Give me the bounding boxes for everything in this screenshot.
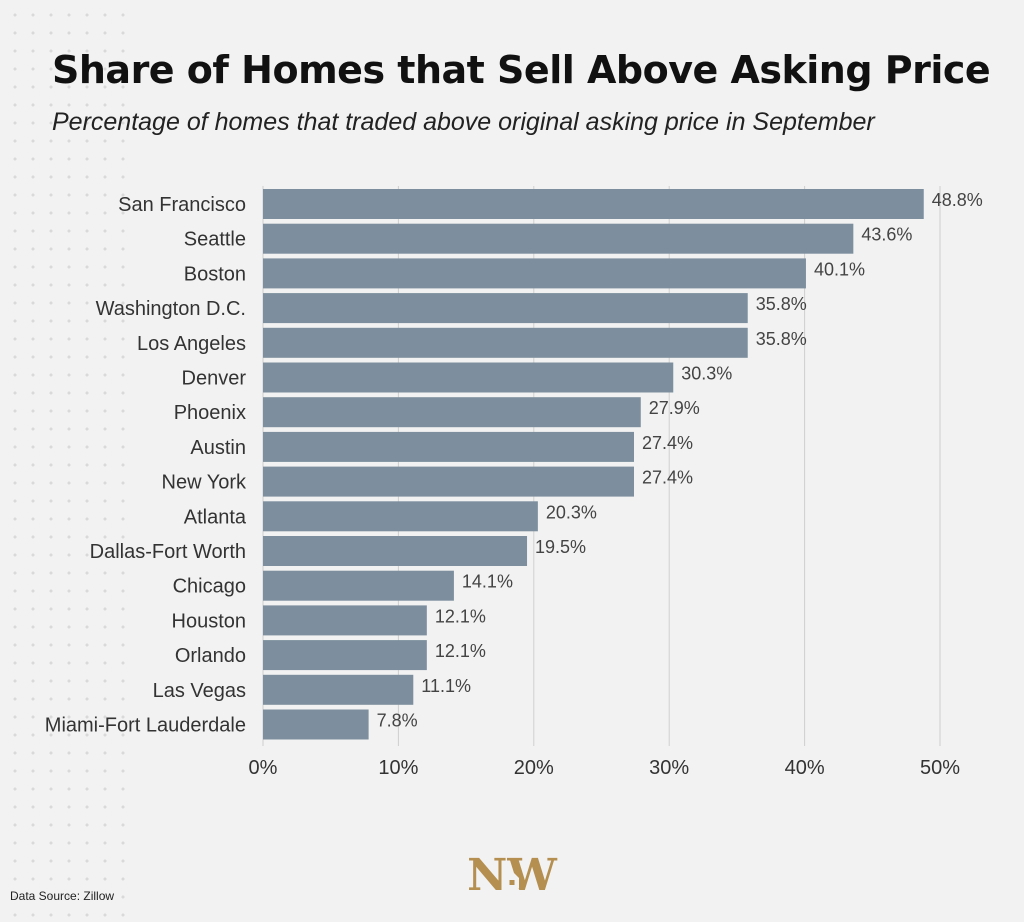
category-label: New York bbox=[162, 472, 247, 494]
value-label: 11.1% bbox=[421, 676, 471, 696]
value-label: 12.1% bbox=[435, 606, 486, 626]
category-label: Los Angeles bbox=[137, 333, 246, 355]
x-tick-label: 20% bbox=[514, 757, 554, 779]
category-label: Boston bbox=[184, 263, 246, 285]
value-label: 14.1% bbox=[462, 572, 513, 592]
value-label: 7.8% bbox=[377, 711, 418, 731]
category-label: Dallas-Fort Worth bbox=[90, 541, 246, 563]
bar bbox=[263, 709, 369, 740]
chart-title: Share of Homes that Sell Above Asking Pr… bbox=[52, 48, 991, 92]
bar bbox=[263, 189, 924, 219]
value-label: 40.1% bbox=[814, 259, 865, 279]
category-label: Chicago bbox=[173, 576, 246, 598]
bar bbox=[263, 570, 454, 601]
value-label: 43.6% bbox=[861, 225, 912, 245]
data-source: Data Source: Zillow bbox=[10, 889, 115, 903]
category-label: Miami-Fort Lauderdale bbox=[45, 715, 246, 737]
x-tick-label: 10% bbox=[378, 757, 418, 779]
bar bbox=[263, 674, 414, 705]
value-label: 20.3% bbox=[546, 502, 597, 522]
bar bbox=[263, 536, 528, 566]
bar bbox=[263, 605, 427, 636]
category-label: Houston bbox=[172, 610, 247, 632]
category-label: Phoenix bbox=[174, 402, 246, 424]
category-label: Atlanta bbox=[184, 506, 247, 528]
value-label: 35.8% bbox=[756, 294, 807, 314]
nw-logo: NW bbox=[467, 850, 557, 898]
category-label: San Francisco bbox=[118, 194, 246, 216]
dot-pattern-decoration bbox=[0, 0, 130, 922]
house-icon bbox=[505, 871, 519, 888]
category-label: Las Vegas bbox=[153, 680, 246, 702]
bar bbox=[263, 223, 854, 254]
category-label: Orlando bbox=[175, 645, 246, 667]
x-tick-label: 40% bbox=[785, 757, 825, 779]
bar bbox=[263, 640, 427, 671]
bar bbox=[263, 258, 806, 289]
bar bbox=[263, 466, 634, 497]
value-label: 48.8% bbox=[932, 190, 983, 210]
value-label: 35.8% bbox=[756, 329, 807, 349]
bar bbox=[263, 431, 634, 462]
value-label: 27.4% bbox=[642, 433, 693, 453]
category-label: Washington D.C. bbox=[96, 298, 246, 320]
x-tick-label: 0% bbox=[249, 757, 278, 779]
value-label: 27.9% bbox=[649, 398, 700, 418]
chart-subtitle: Percentage of homes that traded above or… bbox=[52, 108, 875, 136]
value-label: 30.3% bbox=[681, 364, 732, 384]
bar bbox=[263, 293, 748, 324]
bar bbox=[263, 362, 674, 393]
category-label: Denver bbox=[182, 368, 247, 390]
value-label: 12.1% bbox=[435, 641, 486, 661]
category-label: Seattle bbox=[184, 229, 246, 251]
x-tick-label: 30% bbox=[649, 757, 689, 779]
house-window-icon bbox=[509, 880, 515, 885]
value-label: 27.4% bbox=[642, 468, 693, 488]
category-label: Austin bbox=[190, 437, 246, 459]
bar bbox=[263, 501, 538, 532]
x-tick-label: 50% bbox=[920, 757, 960, 779]
value-label: 19.5% bbox=[535, 537, 586, 557]
bar bbox=[263, 327, 748, 358]
bar bbox=[263, 397, 641, 428]
